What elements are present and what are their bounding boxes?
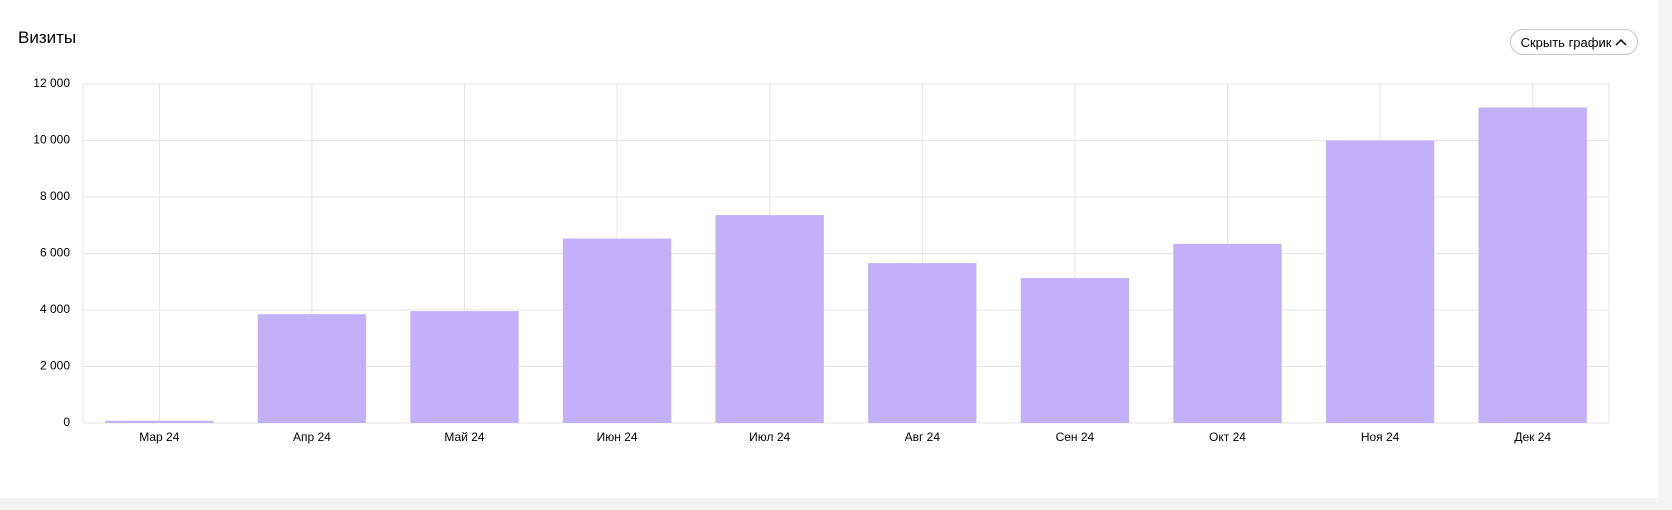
chart-title: Визиты — [18, 28, 77, 47]
bar — [715, 215, 824, 423]
x-tick-label: Авг 24 — [905, 430, 941, 444]
x-tick-label: Июл 24 — [749, 430, 790, 444]
bar — [1173, 243, 1282, 423]
x-tick-label: Июн 24 — [597, 430, 638, 444]
y-tick-label: 8 000 — [40, 189, 70, 203]
bar — [257, 314, 367, 423]
bar — [562, 238, 672, 423]
chevron-up-icon — [1615, 38, 1627, 46]
x-tick-label: Май 24 — [444, 430, 485, 444]
card: Визиты Скрыть график 0 2 000 4 000 6 000 8 0… — [0, 0, 1658, 498]
y-tick-label: 12 000 — [33, 76, 70, 90]
bar — [1478, 107, 1587, 423]
button-label: Скрыть график — [1520, 34, 1612, 50]
hide-chart-button[interactable]: Скрыть график — [1510, 29, 1638, 55]
x-tick-label: Дек 24 — [1514, 430, 1551, 444]
bar — [410, 311, 519, 423]
y-tick-label: 0 — [63, 415, 70, 429]
x-tick-label: Сен 24 — [1056, 430, 1095, 444]
y-tick-label: 4 000 — [40, 302, 70, 316]
chart: 0 2 000 4 000 6 000 8 000 10 000 12 000 Мар 24 А… — [33, 76, 1610, 444]
bar — [105, 420, 214, 423]
x-tick-label: Ноя 24 — [1361, 430, 1400, 444]
bar — [1325, 140, 1435, 423]
x-tick-label: Апр 24 — [293, 430, 331, 444]
x-tick-label: Мар 24 — [139, 430, 179, 444]
y-tick-label: 2 000 — [40, 359, 70, 373]
bar — [1020, 278, 1130, 423]
bar — [868, 263, 977, 423]
y-tick-label: 10 000 — [33, 133, 70, 147]
y-tick-label: 6 000 — [40, 246, 70, 260]
x-tick-label: Окт 24 — [1209, 430, 1246, 444]
